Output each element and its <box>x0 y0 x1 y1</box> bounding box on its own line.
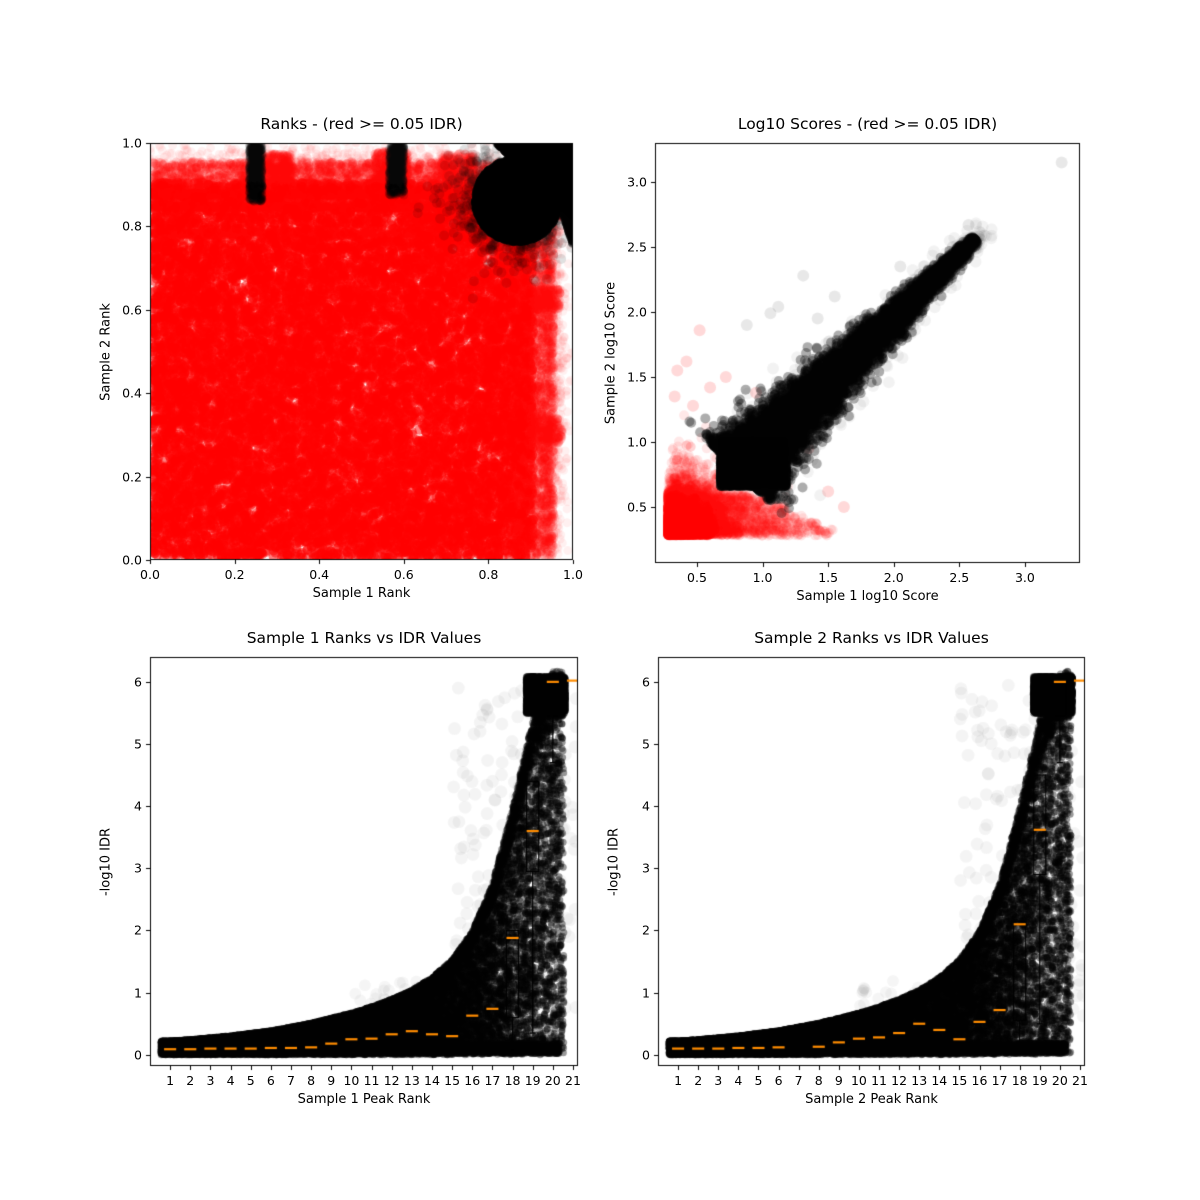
x-tick-label: 0.0 <box>140 567 160 582</box>
x-tick-label: 1 <box>674 1073 683 1088</box>
x-tick-label: 2 <box>186 1073 195 1088</box>
y-tick-label: 5 <box>642 736 650 752</box>
y-axis-label-neglog10-idr-2: -log10 IDR <box>606 827 622 896</box>
y-axis-label-neglog10-idr-1: -log10 IDR <box>98 827 114 896</box>
x-tick-label: 3 <box>714 1073 723 1088</box>
x-tick-label: 19 <box>524 1073 541 1088</box>
x-axis-label-sample2-peak-rank: Sample 2 Peak Rank <box>805 1092 938 1107</box>
y-tick-label: 3 <box>134 860 142 876</box>
y-tick-label: 0.4 <box>122 385 142 401</box>
x-tick-label: 15 <box>444 1073 461 1088</box>
x-tick-label: 11 <box>363 1073 380 1088</box>
y-tick-label: 1.0 <box>627 434 647 450</box>
y-tick-label: 6 <box>134 674 142 690</box>
x-axis-label-sample1-rank: Sample 1 Rank <box>312 586 411 601</box>
subplot-title-log10-scores: Log10 Scores - (red >= 0.05 IDR) <box>737 115 998 133</box>
x-tick-label: 20 <box>1051 1073 1068 1088</box>
y-tick-label: 1 <box>134 985 142 1001</box>
x-tick-label: 10 <box>850 1073 867 1088</box>
x-tick-label: 9 <box>327 1073 336 1088</box>
x-tick-label: 17 <box>484 1073 501 1088</box>
x-tick-label: 3.0 <box>1014 570 1035 585</box>
x-tick-label: 8 <box>814 1073 823 1088</box>
y-tick-label: 5 <box>134 736 142 752</box>
y-tick-label: 4 <box>642 798 650 814</box>
x-tick-label: 0.2 <box>224 567 245 582</box>
x-tick-label: 5 <box>754 1073 763 1088</box>
x-tick-label: 10 <box>343 1073 360 1088</box>
x-axis-label-sample1-score: Sample 1 log10 Score <box>796 589 939 604</box>
x-tick-label: 14 <box>424 1073 440 1088</box>
x-tick-label: 0.5 <box>687 570 707 585</box>
x-tick-label: 6 <box>774 1073 783 1088</box>
y-tick-label: 2.5 <box>627 239 647 255</box>
y-tick-label: 2 <box>134 922 142 938</box>
x-tick-label: 5 <box>246 1073 255 1088</box>
x-tick-label: 12 <box>891 1073 908 1088</box>
x-tick-label: 19 <box>1031 1073 1048 1088</box>
y-tick-label: 0.0 <box>122 552 142 568</box>
x-tick-label: 8 <box>307 1073 316 1088</box>
x-tick-label: 13 <box>403 1073 420 1088</box>
x-tick-label: 16 <box>971 1073 988 1088</box>
x-tick-label: 12 <box>383 1073 400 1088</box>
y-tick-label: 1 <box>642 985 650 1001</box>
y-axis-label-sample2-rank: Sample 2 Rank <box>98 302 114 401</box>
x-tick-label: 3 <box>206 1073 215 1088</box>
x-tick-label: 6 <box>266 1073 275 1088</box>
y-tick-label: 2.0 <box>627 304 647 320</box>
x-tick-label: 0.6 <box>393 567 414 582</box>
x-tick-label: 15 <box>951 1073 968 1088</box>
subplot-title-ranks: Ranks - (red >= 0.05 IDR) <box>260 115 463 133</box>
y-tick-label: 0.6 <box>122 302 142 318</box>
x-tick-label: 1 <box>166 1073 175 1088</box>
x-tick-label: 21 <box>1072 1073 1088 1088</box>
y-tick-label: 6 <box>642 674 650 690</box>
y-tick-label: 1.5 <box>627 369 647 385</box>
x-tick-label: 1.5 <box>818 570 839 585</box>
y-tick-label: 0 <box>134 1047 142 1063</box>
y-tick-label: 2 <box>642 922 650 938</box>
y-tick-label: 0.2 <box>122 469 142 485</box>
x-tick-label: 2.5 <box>949 570 970 585</box>
x-tick-label: 4 <box>734 1073 743 1088</box>
y-tick-label: 0.8 <box>122 218 142 234</box>
y-tick-label: 4 <box>134 798 142 814</box>
x-tick-label: 16 <box>464 1073 481 1088</box>
x-tick-label: 21 <box>565 1073 581 1088</box>
y-tick-label: 3 <box>642 860 650 876</box>
x-tick-label: 18 <box>1011 1073 1028 1088</box>
x-tick-label: 13 <box>911 1073 928 1088</box>
x-tick-label: 0.8 <box>478 567 499 582</box>
x-axis-label-sample1-peak-rank: Sample 1 Peak Rank <box>297 1092 431 1107</box>
y-tick-label: 0 <box>642 1047 650 1063</box>
x-tick-label: 2.0 <box>883 570 904 585</box>
x-tick-label: 7 <box>287 1073 295 1088</box>
y-tick-label: 0.5 <box>627 499 647 515</box>
x-tick-label: 14 <box>931 1073 948 1088</box>
x-tick-label: 17 <box>991 1073 1008 1088</box>
x-tick-label: 2 <box>694 1073 703 1088</box>
subplot-title-sample2-idr: Sample 2 Ranks vs IDR Values <box>754 629 989 647</box>
x-tick-label: 1.0 <box>563 567 583 582</box>
x-tick-label: 18 <box>504 1073 521 1088</box>
y-tick-label: 3.0 <box>627 174 647 190</box>
x-tick-label: 0.4 <box>309 567 330 582</box>
x-tick-label: 9 <box>834 1073 843 1088</box>
y-tick-label: 1.0 <box>122 135 142 151</box>
x-tick-label: 4 <box>226 1073 235 1088</box>
x-tick-label: 20 <box>544 1073 561 1088</box>
y-axis-label-sample2-score: Sample 2 log10 Score <box>603 281 619 425</box>
subplot-title-sample1-idr: Sample 1 Ranks vs IDR Values <box>246 629 482 647</box>
x-tick-label: 1.0 <box>752 570 773 585</box>
x-tick-label: 7 <box>794 1073 803 1088</box>
x-tick-label: 11 <box>871 1073 887 1088</box>
